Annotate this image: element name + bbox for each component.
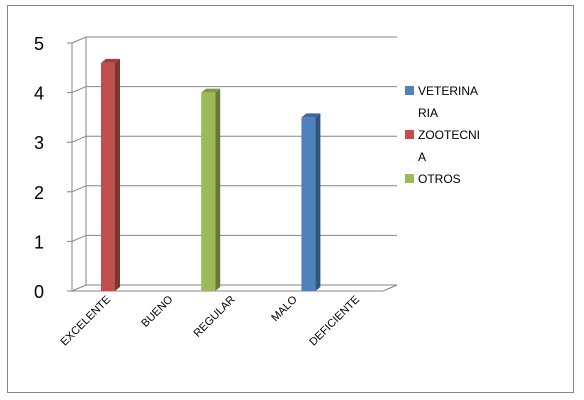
gridline-depth <box>71 36 87 44</box>
x-tick-label: REGULAR <box>192 294 238 340</box>
legend-swatch <box>405 174 414 183</box>
legend-swatch <box>405 130 414 139</box>
bar-front <box>101 62 115 292</box>
x-tick-label: BUENO <box>139 293 175 329</box>
legend: VETERINA RIA ZOOTECNI A OTROS <box>405 84 480 186</box>
y-tick-label: 2 <box>34 183 44 203</box>
y-tick-label: 3 <box>34 133 44 153</box>
gridline-depth <box>71 284 87 292</box>
x-tick-label: EXCELENTE <box>58 294 113 349</box>
gridline-depth <box>71 86 87 94</box>
gridline-depth <box>71 234 87 242</box>
floor-edge <box>382 284 398 292</box>
legend-label: VETERINA RIA <box>418 84 478 120</box>
bar-side <box>115 58 120 292</box>
legend-label: ZOOTECNI A <box>418 128 480 164</box>
bar <box>301 113 321 292</box>
y-tick-label: 0 <box>34 282 44 302</box>
legend-item: OTROS <box>405 172 461 186</box>
legend-label: OTROS <box>418 172 461 186</box>
bar-top <box>201 88 221 93</box>
bar-top <box>301 113 321 118</box>
gridlines <box>67 36 398 292</box>
y-tick-label: 4 <box>34 84 44 104</box>
gridline-depth <box>71 185 87 193</box>
x-tick-label: MALO <box>269 293 300 324</box>
x-tick-label: DEFICIENTE <box>307 294 362 349</box>
bar <box>201 88 221 291</box>
bar <box>101 58 120 292</box>
bar-side <box>215 88 221 291</box>
y-tick-label: 1 <box>34 232 44 252</box>
bar-front <box>201 92 216 291</box>
legend-item: ZOOTECNI A <box>405 128 480 164</box>
bar-top <box>101 58 120 63</box>
x-axis-ticks: EXCELENTE BUENO REGULAR MALO DEFICIENTE <box>58 293 362 348</box>
bars <box>101 58 321 292</box>
bar-side <box>315 113 321 292</box>
y-axis-ticks: 0 1 2 3 4 5 <box>34 34 44 302</box>
legend-item: VETERINA RIA <box>405 84 478 120</box>
legend-swatch <box>405 86 414 95</box>
y-tick-label: 5 <box>34 34 44 54</box>
bar-front <box>301 117 316 292</box>
gridline-depth <box>71 135 87 143</box>
